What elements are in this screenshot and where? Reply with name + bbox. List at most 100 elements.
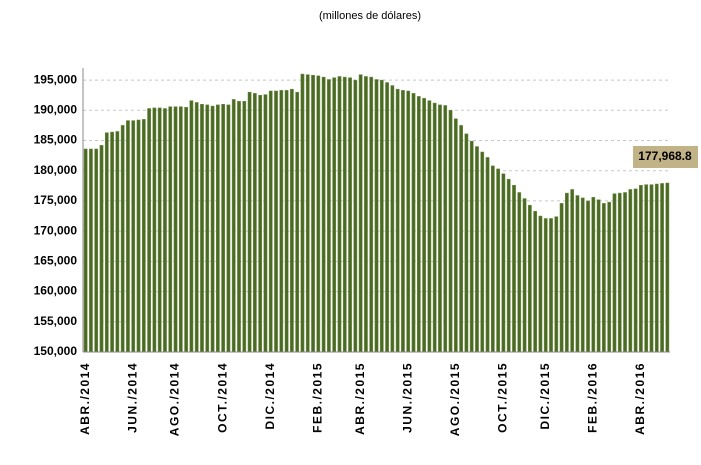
bar (263, 94, 268, 353)
bar (115, 131, 120, 353)
x-tick-label: FEB./2015 (311, 362, 325, 433)
x-tick-label: AGO./2015 (448, 362, 462, 436)
bar (654, 183, 659, 353)
bar (147, 108, 151, 353)
bar (665, 182, 670, 353)
bar (268, 90, 273, 353)
bar (126, 120, 130, 353)
x-tick-label: OCT./2014 (215, 362, 229, 433)
bar (94, 148, 99, 353)
y-tick-label: 160,000 (34, 284, 78, 298)
bar (416, 96, 421, 353)
bar (422, 97, 426, 353)
bar (358, 74, 363, 353)
bar (152, 107, 157, 353)
y-tick-label: 170,000 (34, 223, 78, 237)
bar (141, 119, 146, 353)
y-tick-label: 190,000 (34, 102, 78, 116)
x-tick-label: JUN./2015 (400, 362, 414, 433)
bar (300, 73, 305, 353)
bar (200, 104, 204, 353)
bar (644, 184, 649, 353)
bar (205, 104, 210, 353)
bar (623, 192, 627, 353)
bar (99, 145, 104, 353)
y-tick-label: 185,000 (34, 133, 78, 147)
bar (580, 197, 585, 353)
bar (554, 216, 559, 353)
bar (226, 104, 231, 353)
bar (617, 192, 622, 353)
bar (369, 76, 374, 353)
bar (295, 91, 300, 353)
y-tick-label: 195,000 (34, 72, 78, 86)
bar (110, 131, 114, 353)
bar (501, 173, 506, 353)
bar (480, 151, 485, 353)
bar (216, 104, 220, 353)
bar (136, 119, 141, 353)
x-tick-label: ABR./2016 (633, 362, 647, 435)
bar (506, 178, 511, 353)
bar (490, 165, 495, 353)
bar (237, 100, 241, 353)
x-tick-label: DIC./2015 (538, 362, 552, 430)
bar (231, 99, 236, 353)
bar (311, 75, 315, 353)
bar (321, 76, 326, 353)
bar (173, 106, 178, 353)
bar (189, 100, 194, 353)
bar (353, 79, 358, 353)
x-tick-label: DIC./2014 (263, 362, 277, 430)
bar (401, 90, 405, 353)
x-tick-label: ABR./2015 (353, 362, 367, 435)
chart-subtitle: (millones de dólares) (319, 10, 421, 22)
bar (432, 102, 437, 353)
bar (379, 79, 384, 353)
bar (533, 210, 537, 353)
bar (528, 204, 532, 353)
bar (633, 188, 638, 353)
bar (438, 104, 442, 353)
x-tick-label: FEB./2016 (585, 362, 599, 433)
bar (475, 146, 479, 353)
bar (178, 106, 183, 353)
bar (290, 88, 294, 353)
bar (279, 90, 284, 353)
bar (512, 184, 516, 353)
bar (83, 148, 88, 353)
bar (332, 77, 337, 353)
bar (453, 118, 458, 353)
bar (385, 82, 389, 353)
bar (660, 183, 664, 353)
y-tick-label: 175,000 (34, 193, 78, 207)
y-tick-label: 165,000 (34, 254, 78, 268)
bar (538, 215, 543, 353)
bar (274, 90, 278, 353)
bar (131, 120, 136, 353)
bar (459, 125, 463, 353)
bar (549, 218, 553, 353)
bar (253, 93, 257, 353)
bar (448, 110, 453, 353)
value-label: 177,968.8 (638, 149, 692, 163)
bar (607, 201, 612, 353)
bar (258, 94, 263, 353)
bar (639, 184, 643, 353)
bar (591, 197, 596, 353)
bar (284, 90, 289, 353)
bar (305, 74, 310, 353)
bar (157, 107, 162, 353)
bar (602, 203, 606, 353)
bar (395, 88, 400, 353)
x-tick-label: AGO./2014 (168, 362, 182, 436)
bar (221, 104, 225, 353)
bar (464, 133, 469, 353)
bar (522, 198, 527, 353)
bar (374, 79, 379, 353)
bar (543, 218, 548, 353)
bar (517, 192, 522, 353)
bar (469, 140, 474, 353)
bar (194, 102, 199, 353)
bar (184, 107, 188, 353)
